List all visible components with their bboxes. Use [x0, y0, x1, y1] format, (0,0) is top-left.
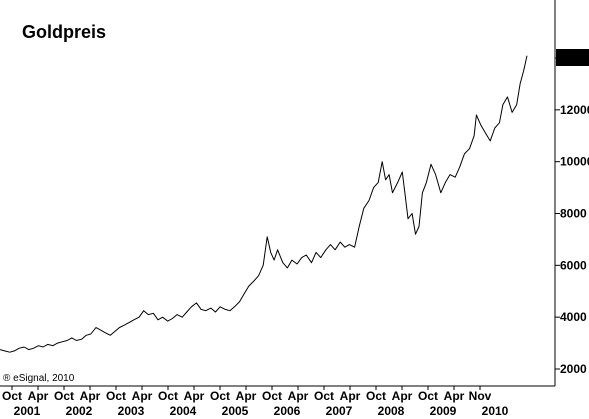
x-month-label: Nov [469, 389, 492, 403]
y-axis-ticks: 14090 12000 10000 8000 6000 4000 2000 [555, 49, 589, 376]
x-month-label: Oct [2, 389, 22, 403]
x-year-label: 2007 [326, 404, 353, 418]
x-month-label: Oct [54, 389, 74, 403]
x-year-label: 2008 [378, 404, 405, 418]
x-month-label: Apr [80, 389, 101, 403]
y-tick-label: 12000 [560, 103, 589, 117]
x-month-label: Apr [444, 389, 465, 403]
x-year-label: 2001 [14, 404, 41, 418]
x-month-label: Apr [392, 389, 413, 403]
chart-credit: ® eSignal, 2010 [3, 373, 75, 384]
x-year-label: 2003 [118, 404, 145, 418]
x-month-label: Oct [366, 389, 386, 403]
chart-title: Goldpreis [22, 22, 106, 42]
price-series [0, 55, 528, 353]
x-axis-ticks: Oct Apr Oct Apr Oct Apr Oct Apr Oct Apr Oct Apr Oct A… [2, 386, 509, 418]
y-tick-label: 4000 [560, 310, 587, 324]
x-month-label: Apr [28, 389, 49, 403]
y-tick-label: 6000 [560, 258, 587, 272]
x-month-label: Oct [418, 389, 438, 403]
x-month-label: Apr [132, 389, 153, 403]
x-month-label: Oct [314, 389, 334, 403]
gold-price-line [0, 55, 528, 353]
x-month-label: Apr [236, 389, 257, 403]
last-value-badge [556, 49, 589, 66]
last-value-label: 14090 [560, 51, 589, 65]
x-year-label: 2005 [222, 404, 249, 418]
x-month-label: Oct [158, 389, 178, 403]
x-year-label: 2009 [430, 404, 457, 418]
y-tick-label: 10000 [560, 155, 589, 169]
x-year-label: 2004 [170, 404, 197, 418]
x-year-label: 2002 [66, 404, 93, 418]
y-tick-label: 8000 [560, 207, 587, 221]
x-month-label: Oct [106, 389, 126, 403]
x-month-label: Apr [288, 389, 309, 403]
x-year-label: 2006 [274, 404, 301, 418]
x-month-label: Apr [340, 389, 361, 403]
y-tick-label: 2000 [560, 362, 587, 376]
x-month-label: Oct [262, 389, 282, 403]
x-month-label: Oct [210, 389, 230, 403]
x-month-label: Apr [184, 389, 205, 403]
x-year-label: 2010 [482, 404, 509, 418]
